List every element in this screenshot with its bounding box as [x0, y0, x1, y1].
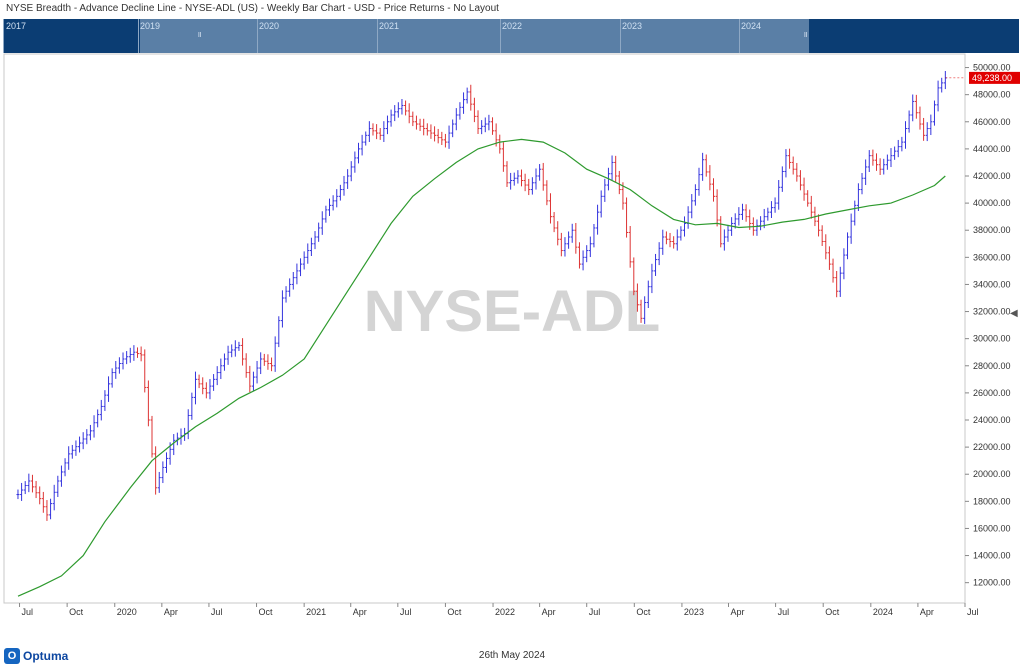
optuma-logo-icon: O: [4, 648, 20, 664]
x-tick-label: Oct: [825, 607, 840, 617]
x-tick-label: Jul: [22, 607, 34, 617]
x-tick-label: Jul: [400, 607, 412, 617]
navigator-right-handle[interactable]: ॥: [803, 30, 808, 39]
x-tick-label: Jul: [967, 607, 979, 617]
last-price-label: 49,238.00: [972, 73, 1012, 83]
y-tick-label: 14000.00: [973, 551, 1011, 561]
plot-frame: [3, 53, 966, 604]
x-tick-label: Apr: [542, 607, 556, 617]
y-tick-label: 22000.00: [973, 442, 1011, 452]
y-tick-label: 26000.00: [973, 388, 1011, 398]
x-tick-label: 2020: [117, 607, 137, 617]
navigator-year: 2021: [379, 21, 400, 31]
y-tick-label: 28000.00: [973, 361, 1011, 371]
y-tick-label: 12000.00: [973, 578, 1011, 588]
navigator-year: 2024: [741, 21, 762, 31]
time-navigator[interactable]: 2017 2019 2020 2021 2022 2023 2024 ॥ ॥: [3, 19, 1019, 53]
x-tick-label: 2022: [495, 607, 515, 617]
navigator-tick: [377, 19, 378, 53]
navigator-year: 2019: [140, 21, 161, 31]
y-tick-label: 24000.00: [973, 415, 1011, 425]
y-tick-label: 16000.00: [973, 523, 1011, 533]
x-tick-label: Oct: [447, 607, 462, 617]
x-tick-label: Apr: [353, 607, 367, 617]
navigator-tick: [500, 19, 501, 53]
navigator-tick: [739, 19, 740, 53]
y-tick-label: 20000.00: [973, 469, 1011, 479]
navigator-tick: [3, 19, 4, 53]
watermark: NYSE-ADL: [364, 279, 660, 344]
x-tick-label: Jul: [778, 607, 790, 617]
footer-date: 26th May 2024: [478, 650, 546, 661]
y-tick-label: 48000.00: [973, 90, 1011, 100]
y-tick-label: 50000.00: [973, 63, 1011, 73]
collapse-panel-icon[interactable]: ◀: [1010, 308, 1018, 319]
navigator-tick: [257, 19, 258, 53]
y-tick-label: 36000.00: [973, 252, 1011, 262]
y-tick-label: 34000.00: [973, 279, 1011, 289]
navigator-year: 2022: [502, 21, 523, 31]
brand-name: Optuma: [23, 649, 69, 663]
x-tick-label: Jul: [589, 607, 601, 617]
y-tick-label: 32000.00: [973, 307, 1011, 317]
y-tick-label: 38000.00: [973, 225, 1011, 235]
navigator-left-handle[interactable]: ॥: [197, 30, 202, 39]
navigator-tick: [138, 19, 139, 53]
x-tick-label: Oct: [69, 607, 84, 617]
y-tick-label: 46000.00: [973, 117, 1011, 127]
y-tick-label: 18000.00: [973, 496, 1011, 506]
x-tick-label: Oct: [259, 607, 274, 617]
y-tick-label: 40000.00: [973, 198, 1011, 208]
navigator-year: 2017: [6, 21, 27, 31]
x-tick-label: 2024: [873, 607, 893, 617]
x-tick-label: Apr: [164, 607, 178, 617]
x-tick-label: 2023: [684, 607, 704, 617]
chart-title: NYSE Breadth - Advance Decline Line - NY…: [6, 3, 499, 14]
y-tick-label: 42000.00: [973, 171, 1011, 181]
y-tick-label: 44000.00: [973, 144, 1011, 154]
x-tick-label: Oct: [636, 607, 651, 617]
brand-logo: O Optuma: [4, 648, 68, 664]
last-price-tag: [969, 71, 1020, 84]
navigator-window[interactable]: [140, 19, 809, 53]
x-tick-label: Jul: [211, 607, 223, 617]
navigator-tick: [620, 19, 621, 53]
moving-average-line: [17, 138, 946, 597]
x-tick-label: Apr: [920, 607, 934, 617]
navigator-year: 2023: [622, 21, 643, 31]
y-tick-label: 30000.00: [973, 334, 1011, 344]
navigator-year: 2020: [259, 21, 280, 31]
x-tick-label: 2021: [306, 607, 326, 617]
x-tick-label: Apr: [731, 607, 745, 617]
